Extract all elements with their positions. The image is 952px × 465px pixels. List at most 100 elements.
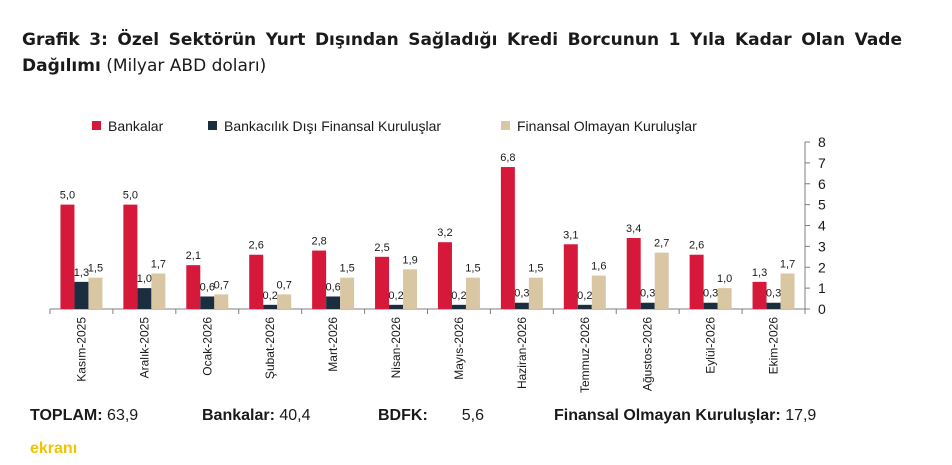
y-tick-label: 1 xyxy=(818,280,826,296)
legend-label: Bankalar xyxy=(108,118,164,134)
bar-finansal-olmayan xyxy=(717,288,732,309)
data-label: 1,0 xyxy=(717,273,732,285)
bar-bankalar xyxy=(186,265,201,309)
y-tick-label: 3 xyxy=(818,238,826,254)
bar-bankalar xyxy=(626,238,641,309)
total-overall-value: 63,9 xyxy=(107,407,139,424)
bar-bankalar xyxy=(249,254,264,309)
bar-finansal-olmayan xyxy=(465,277,480,309)
bar-bdfk xyxy=(451,304,466,309)
data-label: 0,7 xyxy=(277,279,292,291)
total-banks: Bankalar: 40,4 xyxy=(202,407,311,425)
data-label: 0,2 xyxy=(263,290,278,302)
data-label: 1,5 xyxy=(528,263,543,275)
bar-bdfk xyxy=(640,302,655,309)
bar-bankalar xyxy=(375,256,390,309)
data-label: 0,7 xyxy=(214,279,229,291)
legend-swatch xyxy=(208,121,217,130)
bar-bdfk xyxy=(263,304,278,309)
legend-label: Finansal Olmayan Kuruluşlar xyxy=(517,118,697,134)
category-label: Mart-2026 xyxy=(326,317,340,372)
bar-finansal-olmayan xyxy=(277,294,292,309)
category-label: Haziran-2026 xyxy=(515,317,529,389)
bar-bdfk xyxy=(200,296,215,309)
category-label: Mayıs-2026 xyxy=(452,317,466,380)
data-label: 2,7 xyxy=(654,238,669,250)
data-label: 3,2 xyxy=(437,227,452,239)
bar-bankalar xyxy=(123,204,138,309)
y-tick-label: 5 xyxy=(818,197,826,213)
category-label: Şubat-2026 xyxy=(263,317,277,379)
watermark-logo: ekranı xyxy=(30,440,77,458)
data-label: 5,0 xyxy=(123,190,138,202)
logo-part2: ekranı xyxy=(30,440,78,457)
bar-finansal-olmayan xyxy=(654,252,669,309)
total-banks-value: 40,4 xyxy=(279,407,311,424)
data-label: 0,2 xyxy=(577,290,592,302)
data-label: 1,7 xyxy=(151,259,166,271)
data-label: 1,7 xyxy=(780,259,795,271)
data-label: 1,0 xyxy=(137,273,152,285)
data-label: 0,3 xyxy=(640,288,655,300)
bar-bdfk xyxy=(514,302,529,309)
total-nonfinancial-value: 17,9 xyxy=(785,407,817,424)
category-label: Temmuz-2026 xyxy=(578,317,592,393)
data-label: 2,1 xyxy=(186,250,201,262)
data-label: 6,8 xyxy=(500,152,515,164)
data-label: 1,5 xyxy=(88,263,103,275)
bar-bdfk xyxy=(137,288,152,309)
totals-row: TOPLAM: 63,9 Bankalar: 40,4 BDFK: 5,6 Fin… xyxy=(30,407,910,429)
bar-bankalar xyxy=(437,242,452,309)
bar-bankalar xyxy=(752,281,767,309)
category-label: Ocak-2026 xyxy=(200,317,214,376)
data-label: 0,6 xyxy=(325,281,340,293)
bar-finansal-olmayan xyxy=(780,273,795,309)
bar-finansal-olmayan xyxy=(151,273,166,309)
data-label: 2,6 xyxy=(689,240,704,252)
bar-bdfk xyxy=(389,304,404,309)
data-label: 0,3 xyxy=(514,288,529,300)
y-tick-label: 0 xyxy=(818,301,826,317)
total-nonfinancial-label: Finansal Olmayan Kuruluşlar: xyxy=(554,407,781,424)
chart-title-unit: (Milyar ABD doları) xyxy=(106,56,267,76)
data-label: 2,8 xyxy=(311,236,326,248)
bar-finansal-olmayan xyxy=(340,277,355,309)
bar-finansal-olmayan xyxy=(403,269,418,309)
total-banks-label: Bankalar: xyxy=(202,407,275,424)
bar-finansal-olmayan xyxy=(528,277,543,309)
bar-bankalar xyxy=(500,167,515,309)
data-label: 5,0 xyxy=(60,190,75,202)
data-label: 1,3 xyxy=(752,267,767,279)
bar-bdfk xyxy=(703,302,718,309)
data-label: 2,6 xyxy=(249,240,264,252)
y-tick-label: 8 xyxy=(818,134,826,150)
bar-bankalar xyxy=(60,204,75,309)
total-overall: TOPLAM: 63,9 xyxy=(30,407,138,425)
data-label: 1,5 xyxy=(465,263,480,275)
bar-finansal-olmayan xyxy=(88,277,103,309)
total-bdfk-value: 5,6 xyxy=(461,407,485,424)
total-bdfk-label: BDFK: xyxy=(378,407,428,424)
y-tick-label: 4 xyxy=(818,218,826,234)
y-tick-label: 7 xyxy=(818,155,826,171)
legend-swatch xyxy=(92,121,101,130)
bar-bankalar xyxy=(312,250,327,309)
category-label: Eylül-2026 xyxy=(704,317,718,374)
chart-title: Grafik 3: Özel Sektörün Yurt Dışından Sa… xyxy=(22,27,902,79)
bar-bankalar xyxy=(689,254,704,309)
total-overall-label: TOPLAM: xyxy=(30,407,103,424)
chart-title-main: Grafik 3: Özel Sektörün Yurt Dışından Sa… xyxy=(22,30,902,76)
bar-bankalar xyxy=(563,244,578,309)
legend-swatch xyxy=(501,121,510,130)
bar-bdfk xyxy=(326,296,341,309)
bar-finansal-olmayan xyxy=(591,275,606,309)
data-label: 2,5 xyxy=(374,242,389,254)
category-label: Ağustos-2026 xyxy=(641,317,655,391)
data-label: 1,6 xyxy=(591,261,606,273)
total-bdfk: BDFK: 5,6 xyxy=(378,407,484,425)
data-label: 0,3 xyxy=(766,288,781,300)
data-label: 0,3 xyxy=(703,288,718,300)
total-nonfinancial: Finansal Olmayan Kuruluşlar: 17,9 xyxy=(554,407,816,425)
data-label: 1,5 xyxy=(339,263,354,275)
